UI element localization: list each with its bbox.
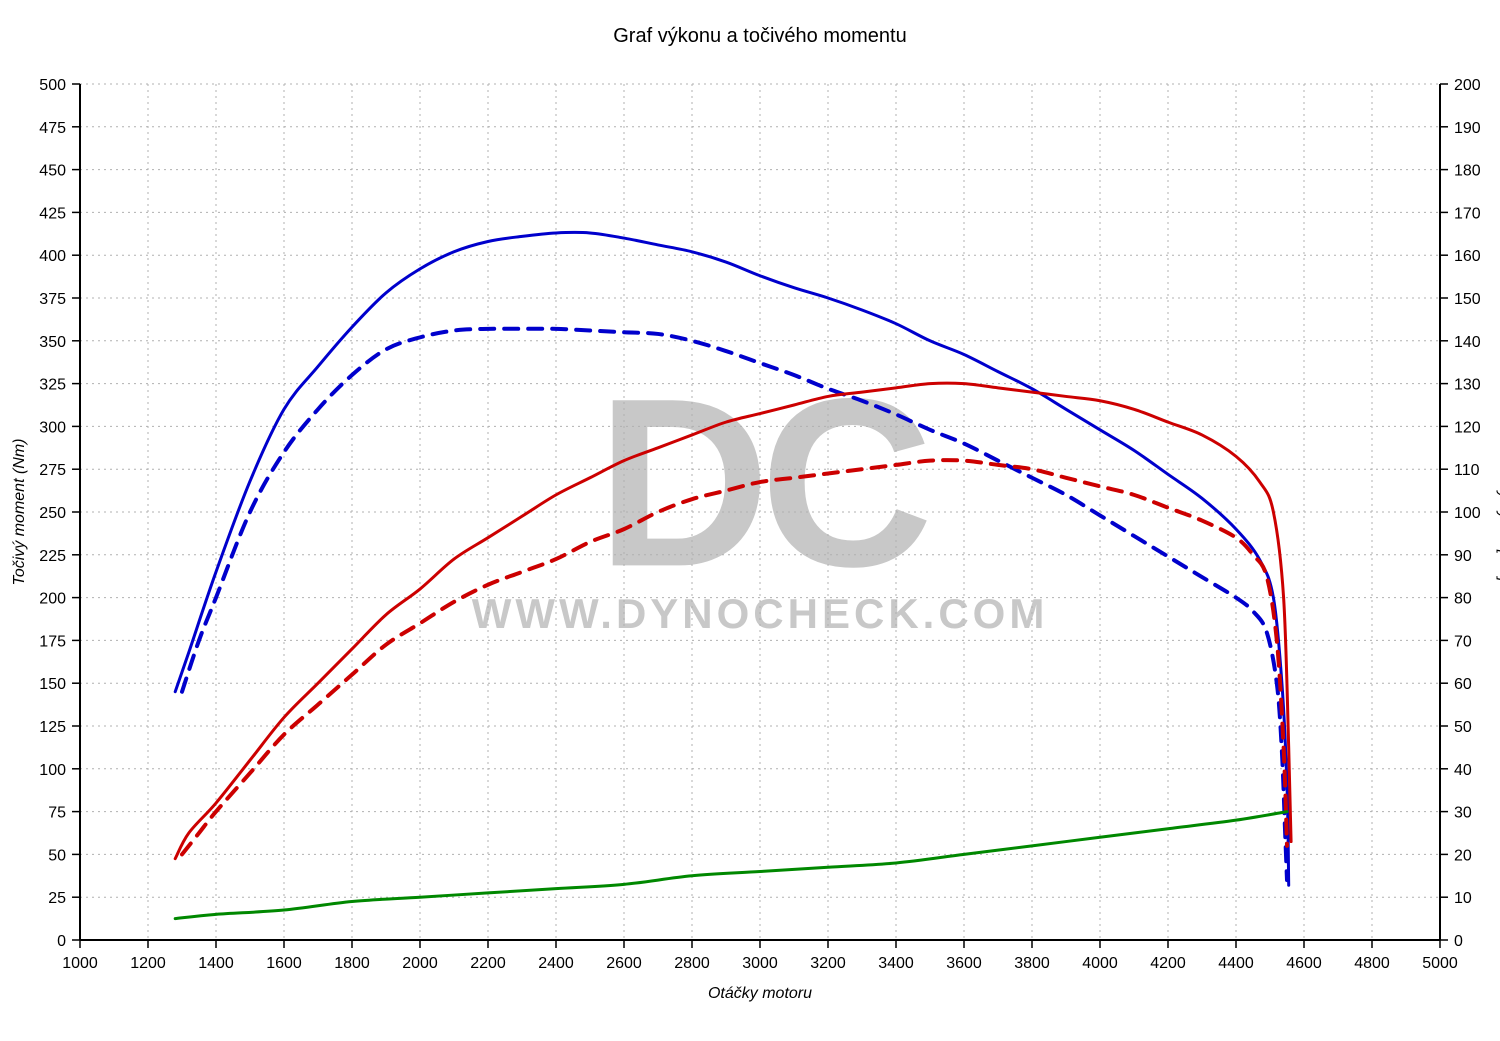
x-tick: 4800 (1354, 955, 1390, 972)
x-tick: 3200 (810, 955, 846, 972)
x-tick: 2800 (674, 955, 710, 972)
x-tick: 1800 (334, 955, 370, 972)
y-right-tick: 180 (1454, 163, 1481, 180)
y-left-tick: 200 (39, 591, 66, 608)
y-left-tick: 475 (39, 120, 66, 137)
y-right-tick: 170 (1454, 205, 1481, 222)
y-right-tick: 200 (1454, 77, 1481, 94)
y-left-tick: 100 (39, 762, 66, 779)
y-right-tick: 150 (1454, 291, 1481, 308)
y-left-tick: 0 (57, 933, 66, 950)
x-tick: 2200 (470, 955, 506, 972)
y-right-tick: 140 (1454, 334, 1481, 351)
y-left-tick: 325 (39, 377, 66, 394)
x-tick: 1400 (198, 955, 234, 972)
x-tick: 2000 (402, 955, 438, 972)
x-tick: 1000 (62, 955, 98, 972)
y-right-tick: 120 (1454, 419, 1481, 436)
y-right-tick: 20 (1454, 847, 1472, 864)
x-tick: 3400 (878, 955, 914, 972)
x-tick: 4600 (1286, 955, 1322, 972)
y-right-tick: 80 (1454, 591, 1472, 608)
y-right-tick: 90 (1454, 548, 1472, 565)
y-left-tick: 400 (39, 248, 66, 265)
x-tick: 4000 (1082, 955, 1118, 972)
x-tick: 3600 (946, 955, 982, 972)
x-tick: 1200 (130, 955, 166, 972)
x-tick: 4200 (1150, 955, 1186, 972)
x-tick: 5000 (1422, 955, 1458, 972)
y-left-tick: 225 (39, 548, 66, 565)
chart-svg: DCWWW.DYNOCHECK.COMGraf výkonu a točivéh… (0, 0, 1500, 1041)
x-axis-title: Otáčky motoru (708, 985, 812, 1002)
y-left-tick: 75 (48, 805, 66, 822)
y-left-tick: 50 (48, 847, 66, 864)
y-right-tick: 60 (1454, 676, 1472, 693)
x-tick: 2600 (606, 955, 642, 972)
y-left-tick: 375 (39, 291, 66, 308)
y-left-tick: 450 (39, 163, 66, 180)
y-left-tick: 150 (39, 676, 66, 693)
y-right-tick: 160 (1454, 248, 1481, 265)
x-tick: 2400 (538, 955, 574, 972)
y-left-tick: 175 (39, 633, 66, 650)
y-left-tick: 425 (39, 205, 66, 222)
y-right-tick: 0 (1454, 933, 1463, 950)
y-left-tick: 250 (39, 505, 66, 522)
y-left-tick: 350 (39, 334, 66, 351)
chart-title: Graf výkonu a točivého momentu (613, 25, 906, 47)
y-right-tick: 50 (1454, 719, 1472, 736)
y-left-tick: 275 (39, 462, 66, 479)
x-tick: 3800 (1014, 955, 1050, 972)
y-right-tick: 70 (1454, 633, 1472, 650)
y-left-tick: 500 (39, 77, 66, 94)
y-right-axis-title: Celkový výkon [kW] (1496, 442, 1500, 582)
y-right-tick: 110 (1454, 462, 1480, 479)
y-right-tick: 190 (1454, 120, 1481, 137)
x-tick: 3000 (742, 955, 778, 972)
y-right-tick: 130 (1454, 377, 1481, 394)
x-tick: 4400 (1218, 955, 1254, 972)
y-left-tick: 25 (48, 890, 66, 907)
x-tick: 1600 (266, 955, 302, 972)
dyno-chart: DCWWW.DYNOCHECK.COMGraf výkonu a točivéh… (0, 0, 1500, 1041)
y-right-tick: 10 (1454, 890, 1472, 907)
y-left-axis-title: Točivý moment (Nm) (11, 439, 28, 586)
y-right-tick: 100 (1454, 505, 1481, 522)
y-left-tick: 300 (39, 419, 66, 436)
y-right-tick: 30 (1454, 805, 1472, 822)
y-left-tick: 125 (39, 719, 66, 736)
y-right-tick: 40 (1454, 762, 1472, 779)
